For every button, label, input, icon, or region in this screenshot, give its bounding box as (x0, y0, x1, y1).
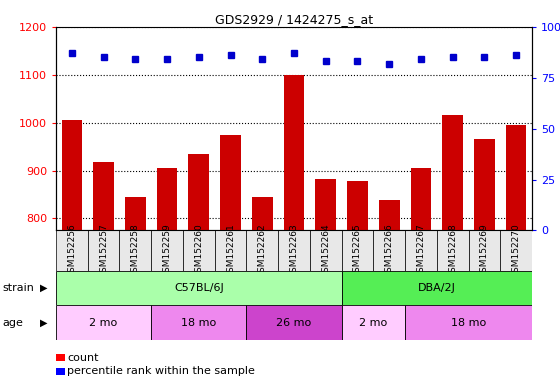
Bar (88, 230, 119, 271)
Bar (410, 168, 431, 384)
Bar (474, 139, 494, 384)
Bar (220, 135, 241, 384)
Text: GSM152262: GSM152262 (258, 223, 267, 278)
Bar (62, 120, 82, 384)
Bar (119, 230, 151, 271)
Text: GSM152257: GSM152257 (99, 223, 108, 278)
Bar (125, 197, 146, 384)
Text: GSM152260: GSM152260 (194, 223, 203, 278)
Bar (56, 271, 342, 305)
Bar (252, 197, 273, 384)
Text: age: age (3, 318, 24, 328)
Text: GSM152269: GSM152269 (480, 223, 489, 278)
Bar (437, 230, 469, 271)
Bar (442, 116, 463, 384)
Bar (189, 154, 209, 384)
Text: ▶: ▶ (40, 283, 48, 293)
Text: GSM152261: GSM152261 (226, 223, 235, 278)
Title: GDS2929 / 1424275_s_at: GDS2929 / 1424275_s_at (215, 13, 373, 26)
Bar (506, 125, 526, 384)
Bar (310, 230, 342, 271)
Text: GSM152259: GSM152259 (162, 223, 171, 278)
Bar (342, 271, 532, 305)
Bar (284, 75, 304, 384)
Bar (405, 230, 437, 271)
Bar (214, 230, 246, 271)
Text: GSM152263: GSM152263 (290, 223, 298, 278)
Bar (278, 230, 310, 271)
Bar (246, 230, 278, 271)
Bar (315, 179, 336, 384)
Text: C57BL/6J: C57BL/6J (174, 283, 223, 293)
Text: GSM152266: GSM152266 (385, 223, 394, 278)
Bar (500, 230, 532, 271)
Text: GSM152264: GSM152264 (321, 223, 330, 278)
Text: DBA/2J: DBA/2J (418, 283, 456, 293)
Text: count: count (67, 353, 99, 363)
Bar (183, 230, 214, 271)
Bar (342, 305, 405, 340)
Bar (151, 230, 183, 271)
Bar (405, 305, 532, 340)
Bar (151, 305, 246, 340)
Text: GSM152258: GSM152258 (131, 223, 140, 278)
Text: 18 mo: 18 mo (451, 318, 486, 328)
Text: strain: strain (3, 283, 35, 293)
Text: GSM152270: GSM152270 (512, 223, 521, 278)
Bar (379, 200, 399, 384)
Text: percentile rank within the sample: percentile rank within the sample (67, 366, 255, 376)
Text: 26 mo: 26 mo (277, 318, 311, 328)
Text: 18 mo: 18 mo (181, 318, 216, 328)
Bar (347, 181, 368, 384)
Text: GSM152265: GSM152265 (353, 223, 362, 278)
Bar (342, 230, 374, 271)
Bar (246, 305, 342, 340)
Bar (94, 162, 114, 384)
Bar (469, 230, 500, 271)
Text: 2 mo: 2 mo (90, 318, 118, 328)
Bar (157, 168, 178, 384)
Text: GSM152256: GSM152256 (67, 223, 76, 278)
Text: ▶: ▶ (40, 318, 48, 328)
Bar (56, 230, 88, 271)
Bar (374, 230, 405, 271)
Text: 2 mo: 2 mo (359, 318, 388, 328)
Text: GSM152268: GSM152268 (448, 223, 457, 278)
Text: GSM152267: GSM152267 (417, 223, 426, 278)
Bar (56, 305, 151, 340)
